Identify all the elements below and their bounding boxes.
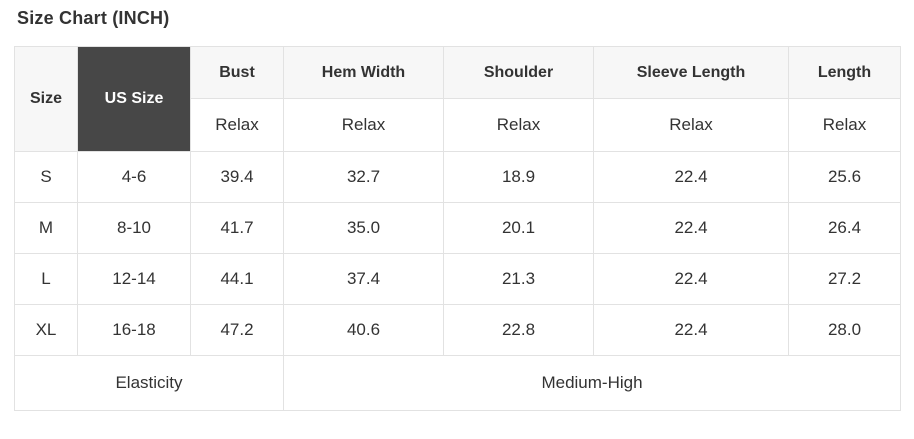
length-value: 28.0 — [788, 304, 901, 356]
sleeve-length-value: 22.4 — [593, 202, 789, 254]
fit-type-bust: Relax — [190, 98, 284, 152]
bust-value: 41.7 — [190, 202, 284, 254]
elasticity-label: Elasticity — [14, 355, 284, 411]
table-row-m: M 8-10 41.7 35.0 20.1 22.4 26.4 — [14, 202, 901, 254]
header-row-fit-type: Relax Relax Relax Relax Relax — [15, 98, 901, 152]
shoulder-value: 20.1 — [443, 202, 594, 254]
bust-value: 44.1 — [190, 253, 284, 305]
table-footer: Elasticity Medium-High — [14, 355, 901, 411]
us-size-cell: 16-18 — [77, 304, 191, 356]
column-header-hem-width: Hem Width — [283, 46, 444, 99]
fit-type-hem-width: Relax — [283, 98, 444, 152]
bust-value: 39.4 — [190, 151, 284, 203]
elasticity-row: Elasticity Medium-High — [14, 355, 901, 411]
length-value: 27.2 — [788, 253, 901, 305]
sleeve-length-value: 22.4 — [593, 151, 789, 203]
us-size-cell: 4-6 — [77, 151, 191, 203]
page-title: Size Chart (INCH) — [17, 8, 170, 28]
sleeve-length-value: 22.4 — [593, 304, 789, 356]
table-row-s: S 4-6 39.4 32.7 18.9 22.4 25.6 — [14, 151, 901, 203]
us-size-cell: 12-14 — [77, 253, 191, 305]
header-row-measures: Size US Size Bust Hem Width Shoulder Sle… — [14, 46, 901, 152]
shoulder-value: 21.3 — [443, 253, 594, 305]
column-header-shoulder: Shoulder — [443, 46, 594, 99]
column-header-bust: Bust — [190, 46, 284, 99]
bust-value: 47.2 — [190, 304, 284, 356]
shoulder-value: 18.9 — [443, 151, 594, 203]
fit-type-sleeve-length: Relax — [593, 98, 789, 152]
column-header-length: Length — [788, 46, 901, 99]
size-cell: L — [14, 253, 78, 305]
length-value: 25.6 — [788, 151, 901, 203]
hem-width-value: 35.0 — [283, 202, 444, 254]
us-size-cell: 8-10 — [77, 202, 191, 254]
column-header-sleeve-length: Sleeve Length — [593, 46, 789, 99]
table-row-l: L 12-14 44.1 37.4 21.3 22.4 27.2 — [14, 253, 901, 305]
fit-type-length: Relax — [788, 98, 901, 152]
size-cell: S — [14, 151, 78, 203]
hem-width-value: 40.6 — [283, 304, 444, 356]
length-value: 26.4 — [788, 202, 901, 254]
table-header: Size US Size Bust Hem Width Shoulder Sle… — [14, 46, 901, 152]
size-chart-table: Size US Size Bust Hem Width Shoulder Sle… — [14, 46, 901, 411]
column-header-us-size: US Size — [77, 46, 191, 152]
column-header-size: Size — [14, 46, 78, 152]
elasticity-value: Medium-High — [283, 355, 901, 411]
shoulder-value: 22.8 — [443, 304, 594, 356]
fit-type-shoulder: Relax — [443, 98, 594, 152]
size-cell: XL — [14, 304, 78, 356]
table-row-xl: XL 16-18 47.2 40.6 22.8 22.4 28.0 — [14, 304, 901, 356]
size-cell: M — [14, 202, 78, 254]
sleeve-length-value: 22.4 — [593, 253, 789, 305]
hem-width-value: 37.4 — [283, 253, 444, 305]
table-body: S 4-6 39.4 32.7 18.9 22.4 25.6 M 8-10 41… — [14, 151, 901, 356]
hem-width-value: 32.7 — [283, 151, 444, 203]
